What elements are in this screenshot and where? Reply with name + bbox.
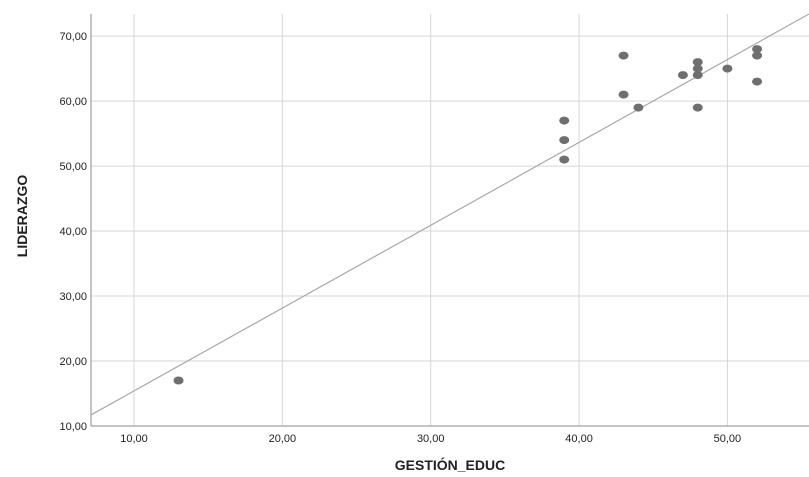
y-axis-title: LIDERAZGO <box>14 175 30 258</box>
y-tick-label: 70,00 <box>59 31 87 43</box>
y-tick-label: 30,00 <box>59 291 87 303</box>
data-point <box>692 71 703 80</box>
data-point <box>752 77 763 86</box>
y-tick-label: 20,00 <box>59 356 87 368</box>
data-point <box>752 51 763 60</box>
y-tick-label: 50,00 <box>59 161 87 173</box>
data-point <box>692 58 703 67</box>
x-tick-label: 20,00 <box>269 433 297 445</box>
grid-lines <box>91 14 809 426</box>
y-tick-label: 40,00 <box>59 226 87 238</box>
y-tick-label: 60,00 <box>59 96 87 108</box>
data-point <box>722 64 733 73</box>
data-point <box>618 51 629 60</box>
data-point <box>559 136 570 145</box>
data-point <box>559 116 570 125</box>
data-point <box>677 71 688 80</box>
x-tick-label: 50,00 <box>714 433 742 445</box>
x-axis-title: GESTIÓN_EDUC <box>395 456 505 473</box>
data-point <box>752 45 763 54</box>
x-tick-label: 40,00 <box>565 433 593 445</box>
fit-line-group <box>90 13 809 416</box>
y-tick-label: 10,00 <box>59 421 87 433</box>
axes <box>90 14 809 427</box>
x-tick-label: 30,00 <box>417 433 445 445</box>
data-point <box>692 64 703 73</box>
data-point <box>173 376 184 385</box>
data-point <box>559 155 570 164</box>
x-tick-label: 10,00 <box>120 433 148 445</box>
tick-labels: 10,00 20,00 30,00 40,00 50,00 60,00 10,00 20,00… <box>59 31 742 445</box>
fit-line <box>90 13 809 416</box>
data-point <box>618 90 629 99</box>
data-point <box>633 103 644 112</box>
data-points <box>173 45 763 385</box>
data-point <box>692 103 703 112</box>
